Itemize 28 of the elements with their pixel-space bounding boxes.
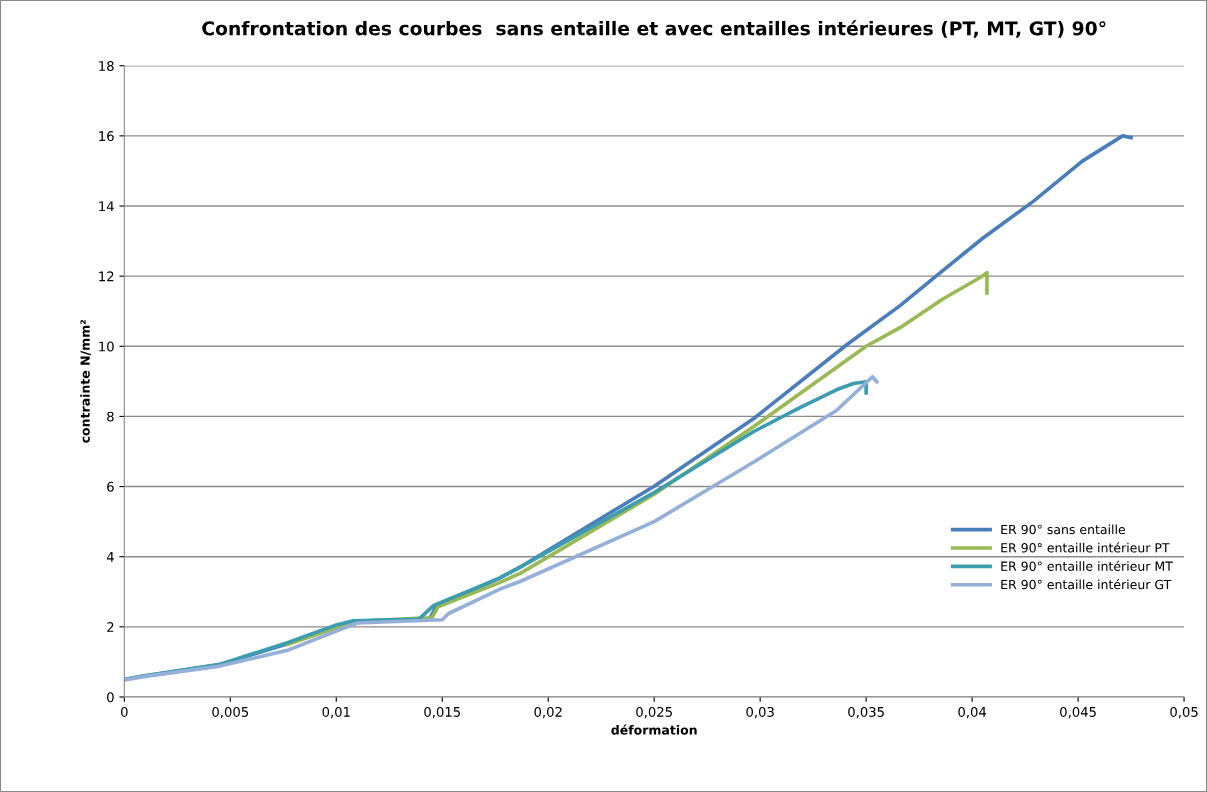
x-tick-label: 0 (120, 706, 128, 717)
y-tick-label: 4 (106, 552, 114, 562)
legend-label: ER 90° sans entaille (1001, 524, 1126, 535)
x-tick-label: 0,03 (746, 706, 774, 719)
y-axis-title: contrainte N/mm² (80, 320, 91, 443)
x-tick-label: 0,05 (1170, 706, 1198, 719)
y-tick-label: 6 (107, 481, 114, 492)
y-tick-label: 18 (99, 60, 114, 71)
x-tick-label: 0,005 (212, 706, 249, 719)
x-tick-label: 0,04 (958, 706, 987, 719)
legend-label: ER 90° entaille intérieur GT (1001, 579, 1172, 590)
y-tick-label: 2 (107, 622, 114, 632)
x-tick-label: 0,045 (1060, 706, 1096, 719)
legend-label: ER 90° entaille intérieur MT (1001, 560, 1173, 571)
x-tick-label: 0,02 (534, 706, 562, 719)
y-tick-label: 10 (99, 341, 114, 352)
x-tick-label: 0,025 (636, 706, 672, 719)
legend-label: ER 90° entaille intérieur PT (1001, 542, 1170, 553)
chart-title: Confrontation des courbes sans entaille et avec entailles intérieures (PT, MT, GT) 90° (202, 20, 1106, 38)
y-tick-label: 8 (107, 411, 114, 422)
x-axis-title: déformation (611, 724, 697, 735)
x-tick-label: 0,01 (322, 706, 350, 719)
y-tick-label: 14 (99, 201, 114, 212)
x-tick-label: 0,035 (848, 706, 884, 719)
y-tick-label: 12 (99, 271, 114, 282)
y-tick-label: 0 (107, 692, 114, 703)
x-tick-label: 0,015 (424, 706, 460, 719)
y-tick-label: 16 (99, 131, 114, 142)
